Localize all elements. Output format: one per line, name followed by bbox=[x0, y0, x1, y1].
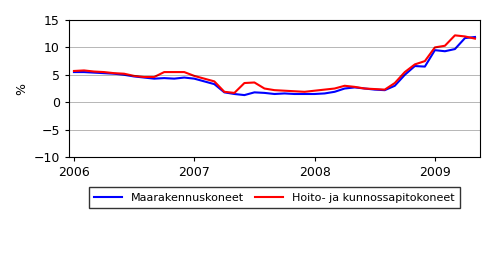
Hoito- ja kunnossapitokoneet bbox=[442, 44, 448, 47]
Maarakennuskoneet bbox=[91, 71, 97, 74]
Hoito- ja kunnossapitokoneet bbox=[71, 69, 77, 73]
Maarakennuskoneet bbox=[332, 90, 338, 94]
Hoito- ja kunnossapitokoneet bbox=[91, 70, 97, 73]
Maarakennuskoneet bbox=[422, 65, 428, 68]
Maarakennuskoneet bbox=[392, 84, 398, 87]
Maarakennuskoneet bbox=[462, 36, 468, 40]
Hoito- ja kunnossapitokoneet bbox=[362, 87, 368, 90]
Hoito- ja kunnossapitokoneet bbox=[261, 87, 267, 90]
Maarakennuskoneet bbox=[272, 92, 278, 96]
Hoito- ja kunnossapitokoneet bbox=[352, 85, 358, 88]
Maarakennuskoneet bbox=[181, 76, 187, 79]
Y-axis label: %: % bbox=[15, 83, 28, 95]
Maarakennuskoneet bbox=[81, 70, 87, 74]
Hoito- ja kunnossapitokoneet bbox=[131, 74, 137, 77]
Hoito- ja kunnossapitokoneet bbox=[332, 87, 338, 90]
Hoito- ja kunnossapitokoneet bbox=[472, 37, 478, 40]
Hoito- ja kunnossapitokoneet bbox=[251, 81, 257, 84]
Hoito- ja kunnossapitokoneet bbox=[191, 74, 197, 77]
Maarakennuskoneet bbox=[282, 92, 288, 95]
Maarakennuskoneet bbox=[251, 91, 257, 94]
Maarakennuskoneet bbox=[171, 77, 177, 80]
Hoito- ja kunnossapitokoneet bbox=[342, 84, 347, 87]
Legend: Maarakennuskoneet, Hoito- ja kunnossapitokoneet: Maarakennuskoneet, Hoito- ja kunnossapit… bbox=[89, 187, 460, 208]
Hoito- ja kunnossapitokoneet bbox=[221, 90, 227, 94]
Hoito- ja kunnossapitokoneet bbox=[101, 70, 107, 74]
Maarakennuskoneet bbox=[71, 70, 77, 74]
Maarakennuskoneet bbox=[141, 76, 147, 79]
Maarakennuskoneet bbox=[292, 92, 297, 96]
Hoito- ja kunnossapitokoneet bbox=[242, 81, 248, 85]
Hoito- ja kunnossapitokoneet bbox=[402, 70, 408, 74]
Hoito- ja kunnossapitokoneet bbox=[151, 75, 157, 79]
Hoito- ja kunnossapitokoneet bbox=[201, 77, 207, 80]
Hoito- ja kunnossapitokoneet bbox=[322, 88, 328, 91]
Maarakennuskoneet bbox=[242, 94, 248, 97]
Hoito- ja kunnossapitokoneet bbox=[171, 70, 177, 74]
Maarakennuskoneet bbox=[131, 75, 137, 78]
Hoito- ja kunnossapitokoneet bbox=[432, 46, 438, 49]
Line: Hoito- ja kunnossapitokoneet: Hoito- ja kunnossapitokoneet bbox=[74, 35, 475, 93]
Hoito- ja kunnossapitokoneet bbox=[412, 63, 418, 66]
Hoito- ja kunnossapitokoneet bbox=[372, 87, 378, 91]
Hoito- ja kunnossapitokoneet bbox=[231, 91, 237, 95]
Maarakennuskoneet bbox=[121, 73, 127, 76]
Maarakennuskoneet bbox=[402, 73, 408, 76]
Hoito- ja kunnossapitokoneet bbox=[181, 70, 187, 74]
Hoito- ja kunnossapitokoneet bbox=[392, 81, 398, 85]
Maarakennuskoneet bbox=[362, 87, 368, 90]
Maarakennuskoneet bbox=[301, 92, 307, 96]
Hoito- ja kunnossapitokoneet bbox=[272, 88, 278, 92]
Hoito- ja kunnossapitokoneet bbox=[292, 90, 297, 93]
Maarakennuskoneet bbox=[191, 77, 197, 80]
Hoito- ja kunnossapitokoneet bbox=[111, 72, 117, 75]
Maarakennuskoneet bbox=[312, 92, 318, 96]
Maarakennuskoneet bbox=[161, 76, 167, 80]
Hoito- ja kunnossapitokoneet bbox=[312, 89, 318, 92]
Maarakennuskoneet bbox=[261, 91, 267, 95]
Maarakennuskoneet bbox=[432, 49, 438, 52]
Maarakennuskoneet bbox=[201, 80, 207, 83]
Hoito- ja kunnossapitokoneet bbox=[121, 72, 127, 75]
Hoito- ja kunnossapitokoneet bbox=[161, 70, 167, 74]
Maarakennuskoneet bbox=[472, 35, 478, 39]
Hoito- ja kunnossapitokoneet bbox=[382, 88, 388, 91]
Maarakennuskoneet bbox=[352, 86, 358, 89]
Maarakennuskoneet bbox=[211, 83, 217, 86]
Maarakennuskoneet bbox=[151, 77, 157, 80]
Hoito- ja kunnossapitokoneet bbox=[81, 69, 87, 72]
Hoito- ja kunnossapitokoneet bbox=[282, 89, 288, 92]
Maarakennuskoneet bbox=[442, 50, 448, 53]
Hoito- ja kunnossapitokoneet bbox=[462, 35, 468, 38]
Hoito- ja kunnossapitokoneet bbox=[452, 34, 458, 37]
Line: Maarakennuskoneet: Maarakennuskoneet bbox=[74, 37, 475, 95]
Maarakennuskoneet bbox=[221, 91, 227, 94]
Hoito- ja kunnossapitokoneet bbox=[141, 75, 147, 79]
Maarakennuskoneet bbox=[322, 92, 328, 95]
Maarakennuskoneet bbox=[231, 92, 237, 96]
Hoito- ja kunnossapitokoneet bbox=[301, 90, 307, 94]
Maarakennuskoneet bbox=[342, 87, 347, 90]
Hoito- ja kunnossapitokoneet bbox=[422, 59, 428, 63]
Maarakennuskoneet bbox=[412, 64, 418, 68]
Maarakennuskoneet bbox=[372, 88, 378, 91]
Hoito- ja kunnossapitokoneet bbox=[211, 80, 217, 83]
Maarakennuskoneet bbox=[111, 72, 117, 75]
Maarakennuskoneet bbox=[382, 88, 388, 92]
Maarakennuskoneet bbox=[101, 72, 107, 75]
Maarakennuskoneet bbox=[452, 47, 458, 51]
